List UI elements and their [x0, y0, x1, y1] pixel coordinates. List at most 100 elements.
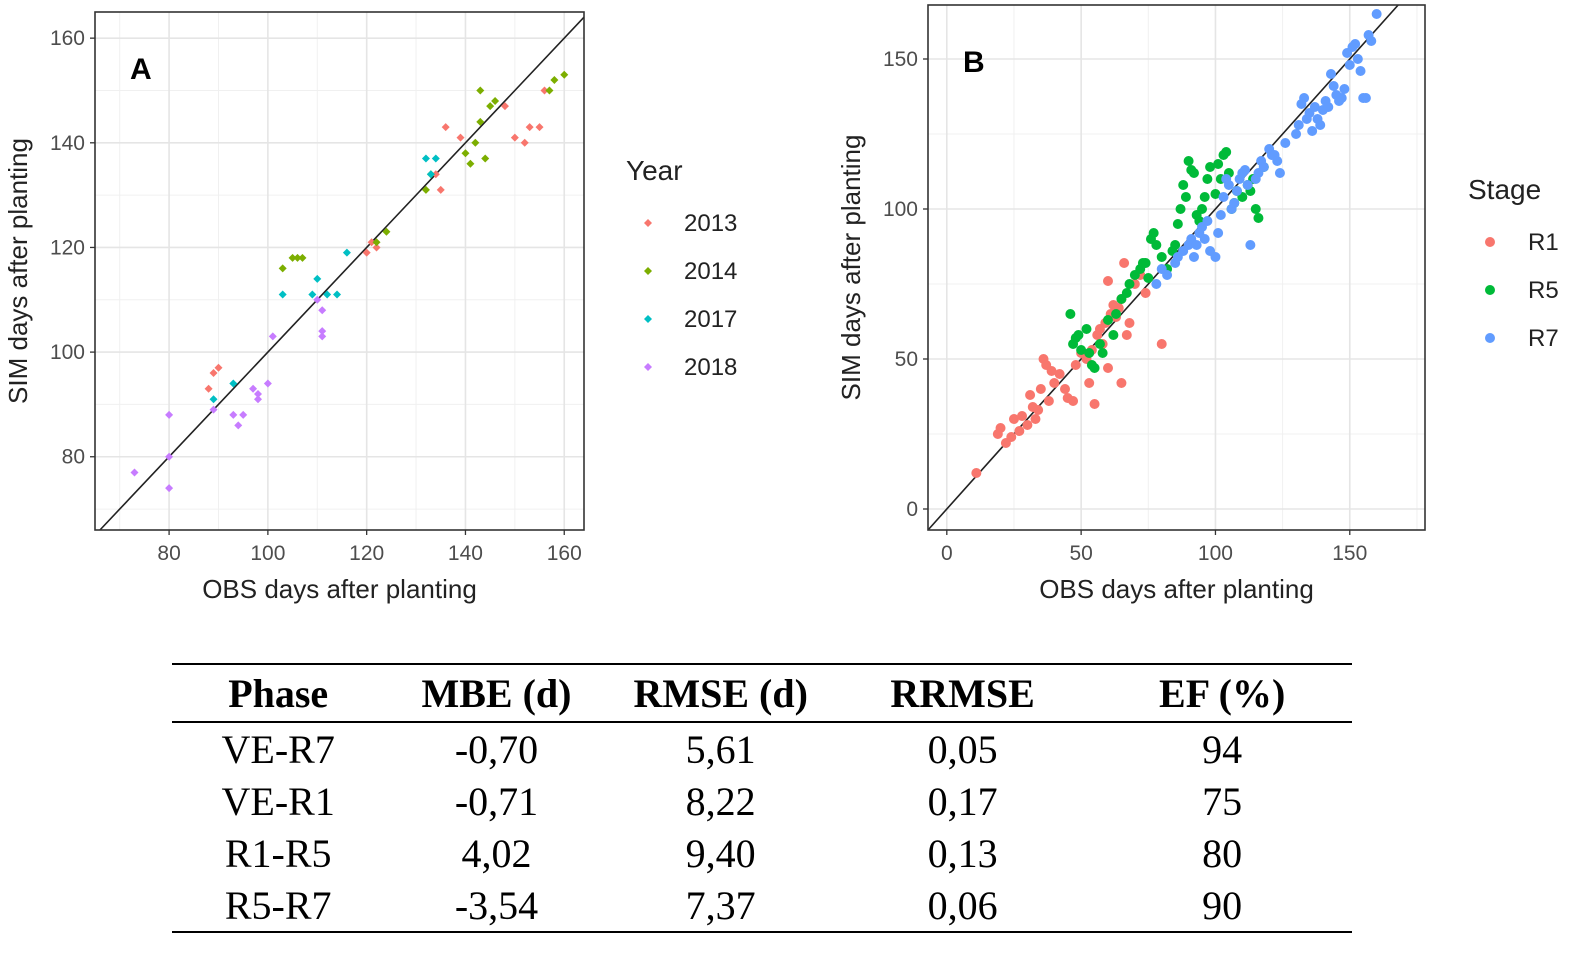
data-point-R7	[1272, 156, 1283, 166]
data-point-R5	[1073, 330, 1084, 340]
x-tick-label: 100	[1198, 542, 1233, 565]
header-rmse: RMSE (d)	[633, 670, 808, 716]
x-tick-label: 160	[547, 542, 582, 565]
data-point-2014	[382, 227, 391, 236]
data-point-2018	[239, 410, 248, 419]
data-point-R7	[1199, 234, 1210, 244]
data-point-2018	[263, 379, 272, 388]
data-point-2014	[486, 102, 495, 111]
cell-mbe: -3,54	[454, 882, 539, 928]
data-point-R7	[1293, 120, 1304, 130]
data-point-R7	[1315, 120, 1326, 130]
data-point-R1	[1022, 420, 1033, 430]
data-point-2013	[456, 133, 465, 142]
data-point-R7	[1210, 252, 1221, 262]
data-point-R5	[1084, 348, 1095, 358]
data-point-R7	[1213, 228, 1224, 238]
data-point-R7	[1280, 138, 1291, 148]
data-point-2017	[323, 290, 332, 299]
data-point-R7	[1366, 36, 1377, 46]
data-point-R5	[1081, 324, 1092, 334]
data-point-R7	[1274, 168, 1285, 178]
header-rrmse: RRMSE	[890, 670, 1035, 716]
data-point-2013	[520, 138, 529, 147]
legend-label-2017: 2017	[684, 306, 737, 333]
data-point-R1	[1121, 330, 1132, 340]
x-tick-label: 100	[250, 542, 285, 565]
y-tick-label: 100	[883, 198, 918, 221]
data-point-2017	[421, 154, 430, 163]
data-point-2017	[229, 379, 238, 388]
data-point-2017	[342, 248, 351, 257]
data-point-R7	[1191, 240, 1202, 250]
data-point-R7	[1339, 84, 1350, 94]
data-point-R5	[1210, 189, 1221, 199]
data-point-2018	[165, 452, 174, 461]
cell-mbe: -0,71	[454, 778, 539, 824]
data-point-2017	[278, 290, 287, 299]
data-point-R7	[1350, 39, 1361, 49]
data-point-2014	[372, 238, 381, 247]
data-point-R1	[1156, 339, 1167, 349]
data-point-R7	[1355, 66, 1366, 76]
cell-ef: 75	[1202, 778, 1243, 824]
cell-ef: 94	[1202, 726, 1243, 772]
data-point-2013	[362, 248, 371, 257]
data-point-R5	[1170, 240, 1181, 250]
data-point-R5	[1076, 345, 1087, 355]
data-point-R7	[1202, 216, 1213, 226]
legend-title: Year	[626, 155, 683, 186]
cell-rmse: 5,61	[685, 726, 756, 772]
data-point-R5	[1089, 363, 1100, 373]
legend-label-R7: R7	[1528, 325, 1559, 352]
data-point-R1	[1049, 378, 1060, 388]
data-point-R1	[1025, 390, 1036, 400]
reference-line-1-1	[99, 16, 585, 531]
legend-key-2014	[644, 267, 652, 275]
data-point-R1	[1102, 363, 1113, 373]
data-point-R5	[1205, 162, 1216, 172]
stats-table: Phase MBE (d) RMSE (d) RRMSE EF (%) VE-R…	[172, 663, 1352, 933]
data-point-R5	[1143, 273, 1154, 283]
legend-key-R1	[1485, 237, 1495, 247]
panel-label: A	[130, 53, 152, 86]
y-axis-label: SIM days after planting	[836, 135, 866, 401]
data-point-R7	[1223, 180, 1234, 190]
data-point-2018	[254, 389, 262, 398]
data-point-2014	[476, 86, 485, 95]
data-point-R1	[1070, 360, 1081, 370]
data-point-R1	[1017, 411, 1028, 421]
data-point-2013	[525, 123, 534, 132]
data-point-2017	[313, 274, 322, 283]
data-point-R1	[1124, 318, 1135, 328]
data-point-R7	[1352, 54, 1363, 64]
data-point-2018	[318, 306, 327, 315]
data-point-R7	[1291, 129, 1302, 139]
data-point-R5	[1253, 213, 1264, 223]
data-point-2013	[204, 384, 213, 393]
data-point-2013	[535, 123, 544, 132]
y-tick-label: 140	[50, 132, 85, 155]
data-point-2018	[313, 295, 322, 304]
data-point-R7	[1299, 93, 1310, 103]
cell-rmse: 9,40	[685, 830, 756, 876]
data-point-2014	[491, 96, 500, 105]
data-point-2013	[367, 238, 376, 247]
header-ef: EF (%)	[1159, 670, 1286, 716]
cell-rrmse: 0,17	[927, 778, 998, 824]
data-point-2013	[431, 170, 440, 179]
y-tick-label: 80	[62, 446, 85, 469]
table-row: VE-R1 -0,71 8,22 0,17 75	[172, 775, 1352, 827]
data-point-2014	[278, 264, 287, 273]
data-point-R1	[1119, 258, 1130, 268]
data-point-R1	[1014, 426, 1025, 436]
data-point-2018	[234, 421, 243, 430]
data-point-2013	[214, 363, 223, 372]
data-point-R5	[1250, 204, 1261, 214]
table-row: R5-R7 -3,54 7,37 0,06 90	[172, 879, 1352, 932]
data-point-R7	[1323, 102, 1334, 112]
data-point-2013	[436, 185, 445, 194]
data-point-R5	[1213, 159, 1224, 169]
cell-rmse: 8,22	[685, 778, 756, 824]
cell-phase: R5-R7	[224, 882, 332, 928]
